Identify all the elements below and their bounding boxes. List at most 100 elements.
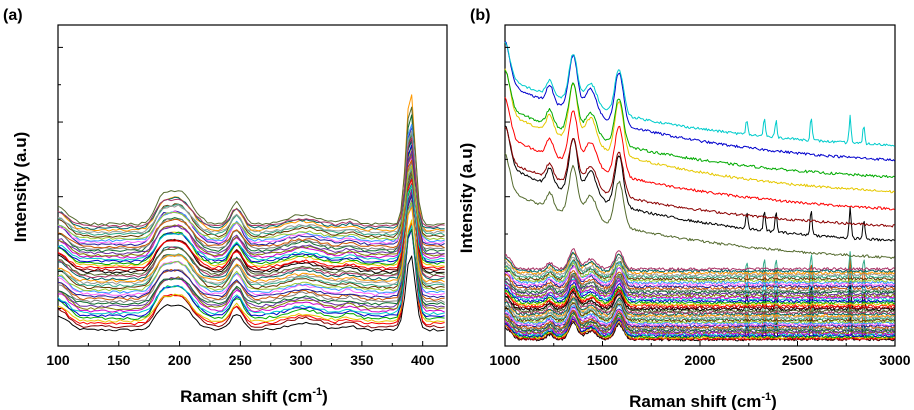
panel-a-spectrum-line: [57, 255, 445, 332]
panel-a-spectrum-line: [57, 114, 445, 253]
panel-b-x-axis-title-end: ): [771, 392, 777, 410]
panel-a-spectrum-line: [57, 144, 445, 265]
panel-a-spectrum-line: [57, 195, 445, 301]
panel-a-spectrum-line: [57, 183, 445, 320]
panel-a-spectrum-line: [57, 153, 445, 257]
panel-b-spectrum-line: [504, 125, 895, 242]
panel-a-spectrum-line: [57, 183, 445, 272]
panel-b-spectrum-line: [504, 281, 896, 311]
panel-a-plot-area: [57, 94, 445, 332]
panel-a-x-axis-title-end: ): [322, 387, 328, 406]
x-tick-label: 200: [168, 352, 192, 368]
panel-b-spectrum-line: [504, 302, 895, 322]
panel-a-spectrum-line: [57, 203, 445, 294]
panel-b-spectrum-line: [504, 41, 895, 147]
panel-b-spectrum-line: [504, 68, 895, 194]
panel-a-spectrum-line: [57, 221, 445, 326]
panel-b-spectrum-line: [504, 69, 895, 178]
panel-b-spectrum-line: [504, 248, 895, 271]
x-tick-label: 250: [229, 352, 253, 368]
x-tick-label: 2000: [684, 352, 715, 368]
panel-b-spectrum-line: [504, 97, 895, 211]
x-tick-label: 100: [46, 352, 70, 368]
panel-a-spectrum-line: [57, 123, 445, 243]
panel-a-x-axis-title-main: Raman shift (cm: [180, 387, 312, 406]
panel-a-spectrum-line: [57, 161, 445, 251]
panel-a-spectrum-line: [57, 206, 445, 283]
x-tick-label: 150: [107, 352, 131, 368]
panel-a-spectrum-line: [57, 229, 445, 318]
panel-a-label: (a): [3, 7, 23, 24]
panel-a-spectrum-line: [57, 144, 445, 263]
panel-a-spectrum-line: [57, 199, 445, 304]
panel-a-spectrum-line: [57, 124, 445, 245]
panel-b-x-axis-title: Raman shift (cm-1): [629, 391, 777, 410]
panel-a-spectrum-line: [57, 178, 445, 270]
panel-b-spectrum-line: [505, 274, 896, 298]
panel-b-spectrum-line: [504, 153, 895, 260]
panel-b-spectrum-line: [504, 299, 895, 329]
x-tick-label: 300: [289, 352, 313, 368]
x-tick-label: 1000: [489, 352, 520, 368]
panel-a-spectrum-line: [57, 137, 445, 274]
panel-a-spectrum-line: [57, 228, 445, 306]
panel-b-x-ticks: 1000 1500 2000 2500 3000: [489, 46, 911, 368]
panel-a-spectrum-line: [57, 201, 445, 292]
panel-b-spectrum-line: [504, 288, 896, 321]
panel-a-spectrum-line: [57, 137, 445, 228]
panel-b-spectrum-line: [504, 304, 895, 325]
panel-a-spectrum-line: [57, 106, 445, 226]
panel-a-spectrum-line: [57, 132, 445, 236]
panel-b-spectrum-line: [504, 256, 895, 277]
panel-b-spectrum-line: [504, 41, 895, 162]
panel-b-spectrum-line: [504, 127, 895, 228]
x-tick-label: 400: [411, 352, 435, 368]
panel-b-spectrum-line: [504, 292, 895, 315]
panel-b-spectrum-line: [504, 251, 895, 279]
panel-b-spectrum-line: [504, 295, 895, 318]
panel-b-spectrum-line: [504, 281, 895, 303]
panel-a-spectrum-line: [57, 224, 445, 329]
panel-a-spectrum-line: [57, 165, 445, 241]
panel-a-spectrum-line: [57, 140, 445, 230]
panel-a-spectrum-line: [57, 194, 445, 299]
panel-a-spectrum-line: [57, 145, 445, 268]
panel-a-spectrum-line: [57, 173, 445, 276]
panel-a-spectrum-line: [57, 94, 445, 232]
panel-a-spectrum-line: [57, 130, 445, 234]
panel-a-spectrum-line: [57, 150, 445, 255]
x-tick-label: 2500: [782, 352, 813, 368]
x-tick-label: 350: [350, 352, 374, 368]
panel-b-spectrum-line: [504, 316, 895, 336]
panel-a-spectrum-line: [57, 225, 445, 316]
panel-a-spectrum-line: [57, 169, 445, 290]
panel-b-label: (b): [470, 7, 490, 24]
panel-b-spectrum-line: [504, 275, 896, 296]
panel-a-spectrum-line: [57, 189, 445, 311]
panel-a-spectrum-line: [57, 219, 445, 323]
panel-a-y-axis-title: Intensity (a.u): [11, 132, 30, 243]
panel-a-spectrum-line: [57, 172, 445, 279]
panel-a-spectrum-line: [57, 159, 445, 249]
panel-a-spectrum-line: [57, 184, 445, 261]
panel-a-frame: [57, 24, 448, 347]
panel-b-spectrum-line: [504, 311, 895, 332]
panel-b-plot-area: [504, 41, 896, 342]
panel-b-spectrum-line: [504, 265, 895, 287]
panel-a-x-ticks: 100 150 200 250 300 350 400: [46, 46, 435, 368]
panel-b-x-axis-title-superscript: -1: [761, 391, 771, 403]
panel-a-spectrum-line: [57, 155, 445, 259]
panel-a-spectrum-line: [58, 165, 445, 285]
panel-b-spectrum-line: [504, 251, 895, 273]
panel-a-spectrum-line: [57, 133, 445, 238]
panel-b-x-axis-title-main: Raman shift (cm: [629, 392, 761, 410]
panel-a-spectrum-line: [57, 167, 445, 287]
panel-b-y-axis-title: Intensity (a.u): [457, 143, 476, 254]
panel-a-spectrum-line: [57, 126, 445, 246]
panel-a-spectrum-line: [57, 188, 445, 308]
panel-a-x-axis-title: Raman shift (cm-1): [180, 386, 328, 406]
panel-b-spectrum-line: [504, 262, 895, 283]
x-tick-label: 1500: [587, 352, 618, 368]
panel-b-spectrum-line: [504, 279, 895, 300]
